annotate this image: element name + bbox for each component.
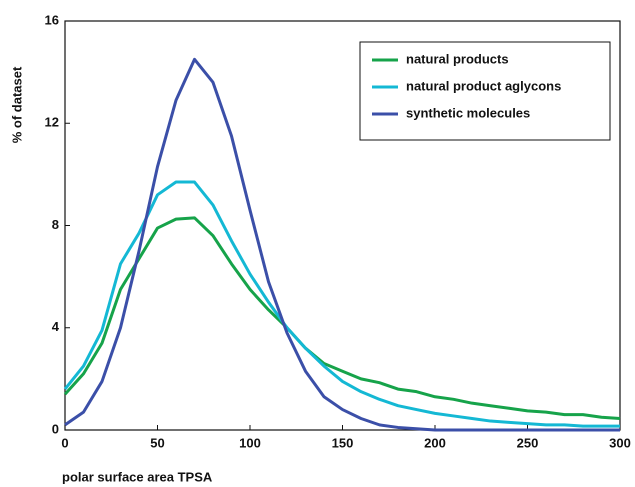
- y-tick-label: 8: [52, 217, 59, 232]
- line-series: [63, 216, 621, 420]
- x-tick-label: 0: [61, 435, 68, 450]
- x-tick-label: 300: [609, 435, 631, 450]
- y-tick-label: 12: [45, 115, 59, 130]
- legend-label: natural product aglycons: [406, 78, 561, 93]
- x-tick-label: 200: [424, 435, 446, 450]
- legend-box: [359, 41, 611, 141]
- y-axis-label: % of dataset: [9, 66, 24, 143]
- x-tick-label: 250: [517, 435, 539, 450]
- line-series: [63, 180, 620, 428]
- line-series: [64, 57, 620, 432]
- y-tick-label: 4: [52, 319, 60, 334]
- x-tick-label: 100: [239, 435, 261, 450]
- x-tick-label: 50: [150, 435, 164, 450]
- legend-label: natural products: [406, 51, 509, 66]
- y-tick-label: 16: [45, 12, 59, 27]
- y-tick-label: 0: [52, 421, 59, 436]
- legend-label: synthetic molecules: [406, 105, 530, 120]
- x-tick-label: 150: [332, 435, 354, 450]
- x-axis-label: polar surface area TPSA: [62, 469, 213, 484]
